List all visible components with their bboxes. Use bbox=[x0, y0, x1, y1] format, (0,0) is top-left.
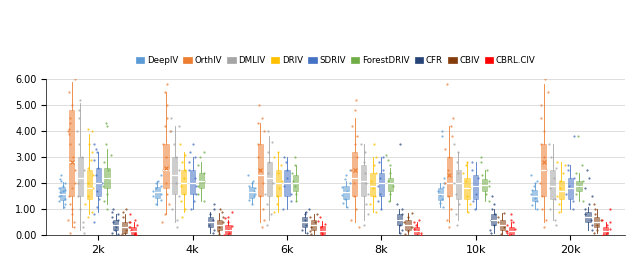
Bar bbox=[122, 222, 127, 233]
Bar bbox=[405, 220, 410, 230]
Bar bbox=[482, 179, 487, 191]
Bar bbox=[131, 228, 136, 234]
Bar bbox=[568, 178, 573, 199]
Bar bbox=[216, 220, 221, 230]
Bar bbox=[95, 168, 100, 196]
Bar bbox=[344, 186, 349, 199]
Bar bbox=[550, 170, 555, 199]
Bar bbox=[603, 228, 608, 234]
Bar bbox=[293, 176, 298, 191]
Bar bbox=[456, 170, 461, 199]
Bar bbox=[86, 170, 92, 199]
Bar bbox=[473, 176, 479, 199]
Bar bbox=[577, 181, 582, 191]
Bar bbox=[181, 170, 186, 194]
Bar bbox=[172, 157, 177, 194]
Bar bbox=[302, 217, 307, 228]
Bar bbox=[276, 170, 281, 196]
Bar bbox=[69, 110, 74, 196]
Bar bbox=[541, 144, 547, 196]
Bar bbox=[60, 187, 65, 200]
Bar bbox=[509, 228, 514, 234]
Bar bbox=[199, 173, 204, 188]
Bar bbox=[311, 220, 316, 230]
Bar bbox=[438, 188, 443, 200]
Bar bbox=[379, 173, 384, 196]
Bar bbox=[559, 181, 564, 199]
Bar bbox=[284, 170, 289, 196]
Bar bbox=[320, 226, 325, 234]
Bar bbox=[225, 225, 230, 234]
Bar bbox=[190, 170, 195, 194]
Bar bbox=[78, 157, 83, 196]
Bar bbox=[113, 220, 118, 230]
Bar bbox=[267, 163, 272, 196]
Bar bbox=[586, 212, 591, 222]
Bar bbox=[500, 220, 505, 230]
Bar bbox=[163, 144, 168, 188]
Bar bbox=[465, 178, 470, 199]
Bar bbox=[155, 187, 160, 198]
Bar bbox=[491, 214, 496, 225]
Bar bbox=[249, 187, 254, 198]
Bar bbox=[370, 173, 375, 196]
Bar bbox=[104, 168, 109, 188]
Bar bbox=[361, 165, 366, 196]
Bar bbox=[532, 190, 538, 201]
Bar bbox=[397, 214, 402, 225]
Bar bbox=[414, 228, 419, 234]
Bar bbox=[388, 178, 393, 191]
Bar bbox=[447, 157, 452, 196]
Bar bbox=[258, 144, 263, 196]
Bar bbox=[594, 217, 600, 228]
Legend: DeepIV, OrthIV, DMLIV, DRIV, SDRIV, ForestDRIV, CFR, CBIV, CBRL.CIV: DeepIV, OrthIV, DMLIV, DRIV, SDRIV, Fore… bbox=[132, 52, 539, 68]
Bar bbox=[352, 152, 358, 196]
Bar bbox=[207, 217, 213, 228]
